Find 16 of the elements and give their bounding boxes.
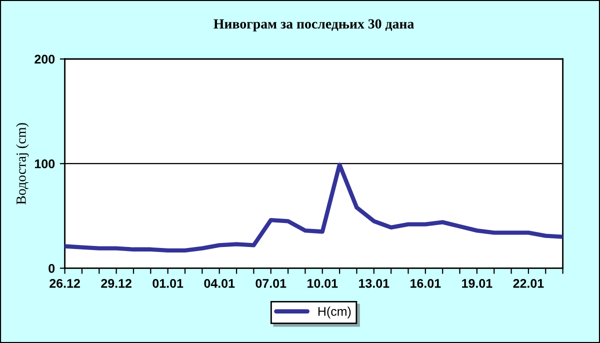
x-tick-label: 10.01	[308, 278, 338, 288]
x-tick-label: 16.01	[410, 278, 441, 288]
legend-label: H(cm)	[318, 306, 351, 318]
x-tick-label: 07.01	[256, 278, 286, 288]
y-tick-label: 100	[35, 159, 55, 168]
y-tick-label: 200	[34, 54, 55, 64]
y-axis-title: Водостај (cm)	[16, 123, 29, 204]
x-tick-label: 04.01	[204, 278, 235, 288]
x-tick-label: 13.01	[359, 278, 390, 288]
x-tick-label: 19.01	[462, 278, 492, 288]
x-tick-label: 29.12	[101, 278, 132, 288]
chart-title: Нивограм за последњих 30 дана	[214, 19, 414, 32]
x-tick-label: 22.01	[513, 278, 544, 288]
x-tick-label: 26.12	[50, 278, 80, 288]
x-tick-label: 01.01	[152, 278, 184, 288]
y-tick-label: 0	[48, 264, 55, 273]
